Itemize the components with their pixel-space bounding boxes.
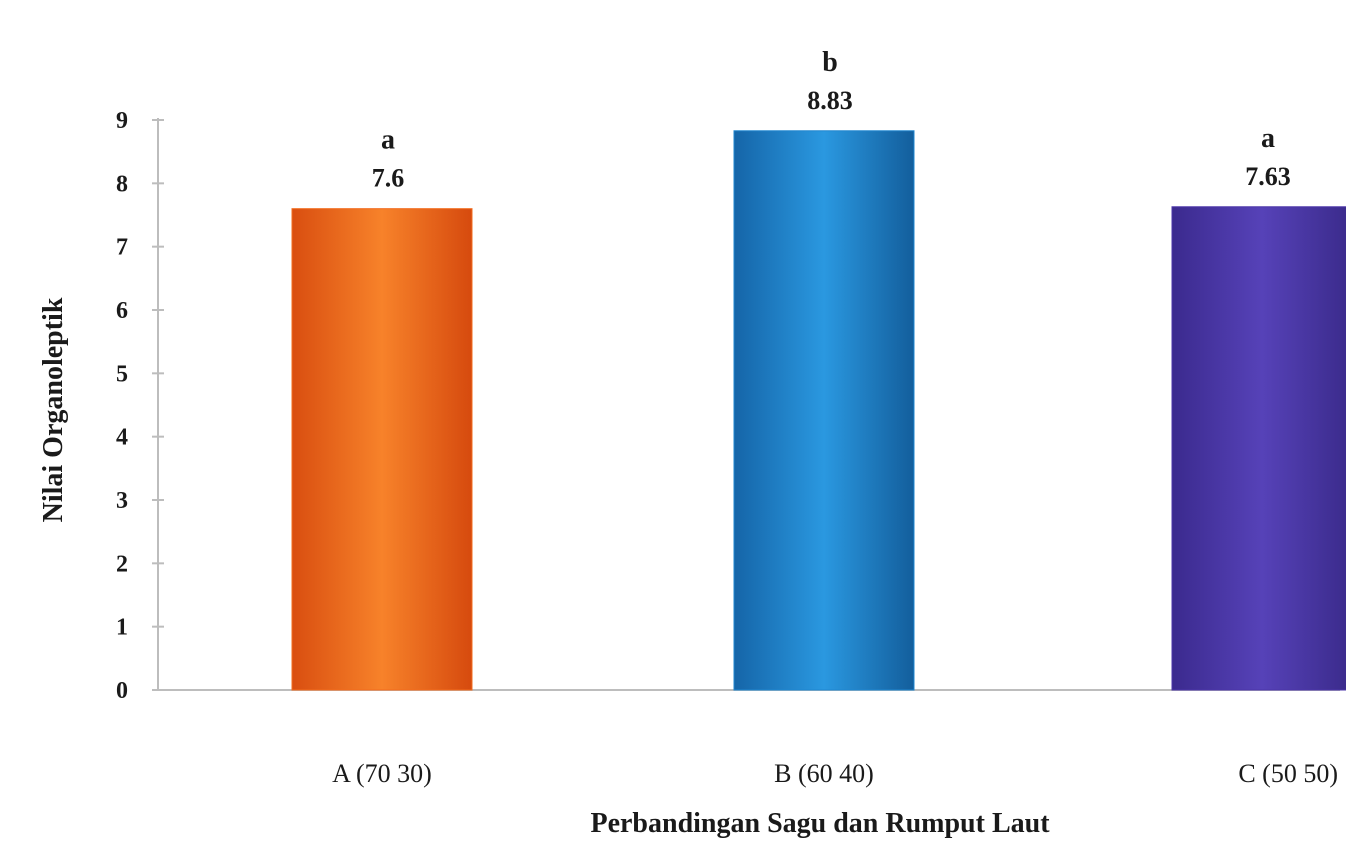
- y-axis-title: Nilai Organoleptik: [38, 297, 69, 522]
- significance-letter: b: [822, 47, 838, 78]
- category-label: B (60 40): [774, 759, 874, 788]
- significance-letter: a: [1261, 123, 1275, 154]
- y-tick-label: 1: [116, 615, 128, 641]
- bars: [291, 130, 1346, 691]
- category-label: C (50 50): [1238, 759, 1338, 788]
- y-tick-label: 9: [116, 108, 128, 134]
- significance-letter: a: [381, 125, 395, 156]
- value-labels: 7.6 8.83 7.63: [372, 86, 1291, 193]
- bar: [733, 130, 915, 691]
- significance-letters: a b a: [381, 47, 1275, 156]
- y-tick-label: 8: [116, 171, 128, 197]
- y-tick-label: 4: [116, 425, 128, 451]
- y-tick-label: 2: [116, 551, 128, 577]
- y-tick-label: 6: [116, 298, 128, 324]
- value-label: 8.83: [807, 86, 853, 115]
- y-tick-label: 5: [116, 361, 128, 387]
- bar: [291, 208, 473, 691]
- category-labels: A (70 30) B (60 40) C (50 50): [332, 759, 1338, 788]
- x-axis-title: Perbandingan Sagu dan Rumput Laut: [590, 808, 1050, 839]
- category-label: A (70 30): [332, 759, 432, 788]
- y-tick-label: 3: [116, 488, 128, 514]
- y-ticks: 0 1 2 3 4 5 6 7 8 9: [116, 108, 164, 704]
- value-label: 7.63: [1245, 162, 1291, 191]
- bar: [1171, 206, 1346, 691]
- y-tick-label: 0: [116, 678, 128, 704]
- value-label: 7.6: [372, 164, 405, 193]
- y-tick-label: 7: [116, 235, 128, 261]
